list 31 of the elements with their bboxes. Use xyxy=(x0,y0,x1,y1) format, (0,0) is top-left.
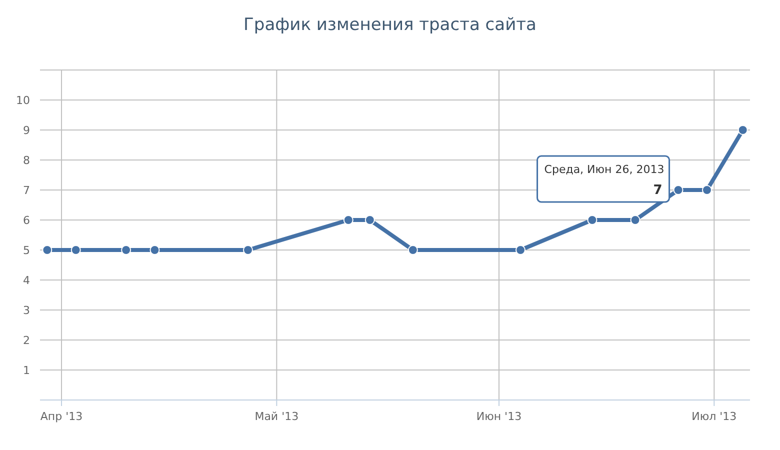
point xyxy=(343,215,354,225)
point xyxy=(242,245,253,255)
x-tick-label: Июн '13 xyxy=(476,410,522,423)
y-tick-label: 5 xyxy=(23,244,30,257)
point xyxy=(702,185,712,195)
chart-title: График изменения траста сайта xyxy=(244,15,536,35)
point xyxy=(150,245,160,255)
y-tick-label: 3 xyxy=(23,304,30,317)
y-tick-label: 1 xyxy=(23,364,30,377)
point xyxy=(587,215,598,225)
point xyxy=(364,215,375,225)
x-tick-label: Май '13 xyxy=(254,410,299,423)
point xyxy=(42,245,52,255)
point xyxy=(738,125,748,135)
point xyxy=(673,185,684,195)
x-tick-label: Июл '13 xyxy=(692,410,737,423)
y-tick-label: 6 xyxy=(23,214,30,227)
data-label: 7 xyxy=(653,183,662,198)
x-tick-label: Апр '13 xyxy=(40,410,83,423)
point xyxy=(408,245,418,255)
point xyxy=(70,245,81,255)
y-tick-label: 4 xyxy=(23,274,30,287)
annotation: Среда, Июн 26, 2013 xyxy=(544,163,664,176)
y-tick-label: 9 xyxy=(23,124,30,137)
y-tick-label: 7 xyxy=(23,184,30,197)
point xyxy=(630,215,640,225)
y-tick-label: 2 xyxy=(23,334,30,347)
point xyxy=(121,245,132,255)
y-tick-label: 8 xyxy=(23,154,30,167)
point xyxy=(516,245,526,255)
y-tick-label: 10 xyxy=(16,94,30,107)
